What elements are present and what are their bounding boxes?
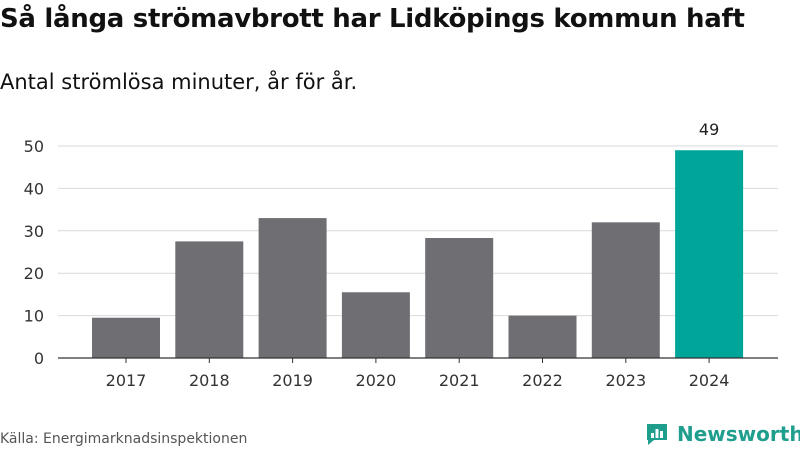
y-tick-label: 30 bbox=[24, 222, 44, 241]
bar bbox=[591, 222, 660, 358]
source-note: Källa: Energimarknadsinspektionen bbox=[0, 431, 248, 447]
bar bbox=[425, 238, 494, 358]
bar bbox=[175, 241, 244, 358]
x-tick-label: 2017 bbox=[106, 371, 147, 390]
y-tick-label: 0 bbox=[34, 349, 44, 368]
x-tick-label: 2020 bbox=[356, 371, 397, 390]
y-tick-label: 10 bbox=[24, 307, 44, 326]
x-tick-label: 2018 bbox=[189, 371, 230, 390]
bar bbox=[675, 150, 744, 358]
x-tick-label: 2019 bbox=[272, 371, 313, 390]
x-tick-label: 2021 bbox=[439, 371, 480, 390]
x-tick-label: 2024 bbox=[689, 371, 730, 390]
chart-subtitle: Antal strömlösa minuter, år för år. bbox=[0, 70, 358, 94]
newsworthy-icon bbox=[647, 424, 667, 445]
y-tick-label: 40 bbox=[24, 179, 44, 198]
bar bbox=[508, 315, 577, 358]
chart-title: Så långa strömavbrott har Lidköpings kom… bbox=[0, 4, 745, 34]
data-label: 49 bbox=[699, 120, 719, 139]
bar bbox=[258, 218, 327, 358]
y-tick-label: 20 bbox=[24, 264, 44, 283]
brand-name: Newsworthy bbox=[677, 422, 800, 446]
bar bbox=[92, 317, 160, 358]
y-tick-label: 50 bbox=[24, 137, 44, 156]
x-tick-label: 2022 bbox=[522, 371, 563, 390]
newsworthy-logo: Newsworthy bbox=[644, 421, 800, 447]
x-tick-label: 2023 bbox=[605, 371, 646, 390]
bar bbox=[341, 292, 410, 358]
